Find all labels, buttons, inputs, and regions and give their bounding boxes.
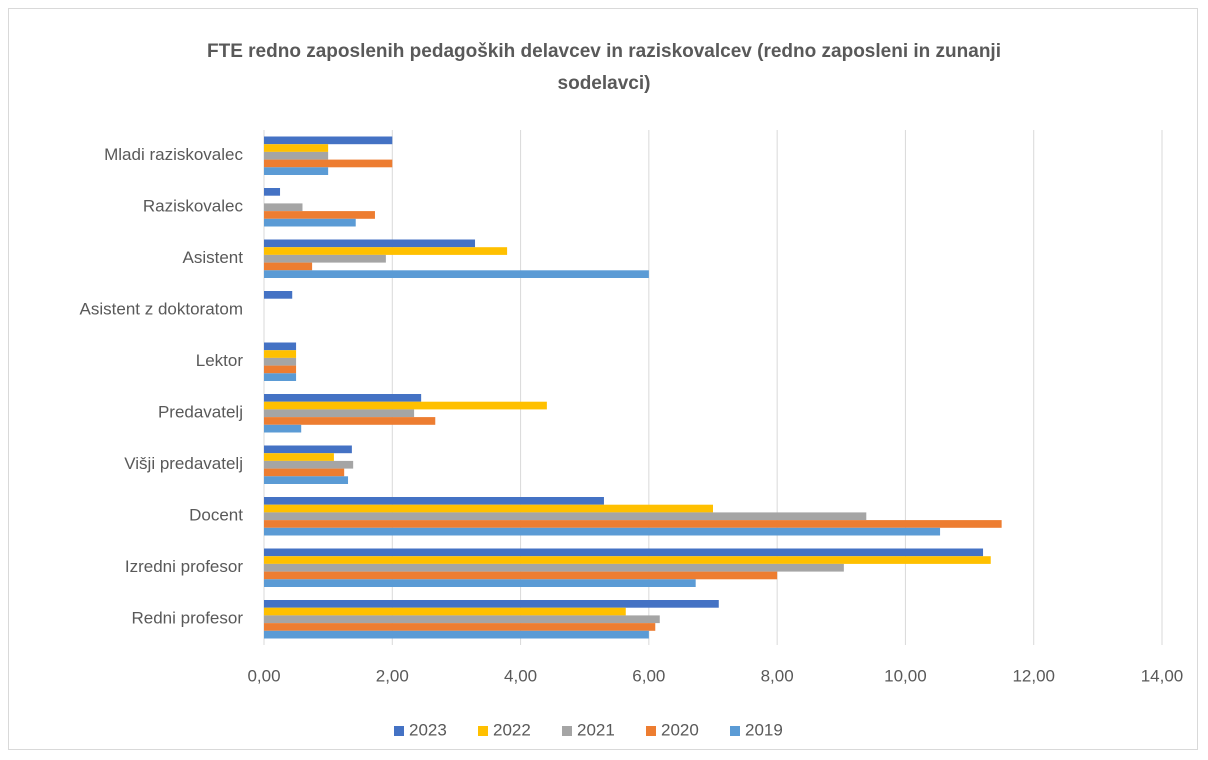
bar: [264, 357, 297, 366]
x-tick-label: 8,00: [761, 666, 794, 685]
bar: [264, 211, 375, 219]
bar: [264, 203, 303, 212]
bar: [264, 350, 297, 358]
legend-swatch: [730, 726, 740, 736]
bar: [264, 445, 352, 454]
bar: [264, 365, 297, 374]
bar: [264, 247, 508, 255]
y-tick-label: Izredni profesor: [125, 557, 243, 576]
bar: [264, 188, 281, 196]
bar: [264, 476, 349, 484]
y-tick-label: Lektor: [196, 351, 244, 370]
chart-title: FTE redno zaposlenih pedagoških delavcev…: [207, 41, 1001, 94]
bar: [264, 468, 345, 477]
x-tick-label: 12,00: [1012, 666, 1055, 685]
bar: [264, 409, 415, 418]
y-tick-label: Redni profesor: [131, 609, 243, 628]
bar: [264, 291, 293, 299]
y-tick-label: Višji predavatelj: [124, 454, 243, 473]
legend-label: 2022: [493, 720, 531, 739]
bar: [264, 520, 1002, 528]
x-tick-label: 4,00: [504, 666, 537, 685]
bar: [264, 556, 991, 564]
bar: [264, 218, 356, 227]
bar: [264, 417, 436, 425]
x-tick-label: 14,00: [1141, 666, 1184, 685]
chart-frame: [8, 8, 1198, 750]
bar: [264, 262, 313, 271]
bar: [264, 615, 660, 624]
legend-swatch: [478, 726, 488, 736]
bar: [264, 527, 941, 536]
bar: [264, 373, 297, 381]
x-tick-label: 6,00: [632, 666, 665, 685]
bar: [264, 563, 844, 572]
bar: [264, 600, 719, 608]
bar: [264, 460, 354, 469]
bar: [264, 270, 649, 278]
bar: [264, 167, 329, 175]
y-tick-label: Raziskovalec: [143, 197, 244, 216]
bar: [264, 144, 329, 152]
bar: [264, 623, 656, 631]
bar: [264, 497, 604, 505]
bar: [264, 401, 547, 410]
bar: [264, 579, 696, 587]
legend-label: 2019: [745, 720, 783, 739]
bar: [264, 607, 626, 616]
bar: [264, 571, 778, 580]
bar: [264, 136, 393, 145]
bar: [264, 254, 386, 263]
y-tick-label: Predavatelj: [158, 403, 243, 422]
y-tick-label: Asistent: [183, 248, 244, 267]
legend-label: 2023: [409, 720, 447, 739]
y-tick-label: Asistent z doktoratom: [80, 300, 243, 319]
bar: [264, 504, 713, 513]
y-tick-label: Docent: [189, 506, 243, 525]
legend-label: 2021: [577, 720, 615, 739]
bar: [264, 159, 393, 168]
bar: [264, 239, 476, 248]
bar: [264, 424, 302, 433]
legend-swatch: [646, 726, 656, 736]
legend-label: 2020: [661, 720, 699, 739]
bar: [264, 630, 649, 639]
x-tick-label: 0,00: [247, 666, 280, 685]
bar: [264, 548, 984, 557]
x-tick-label: 10,00: [884, 666, 927, 685]
legend-swatch: [394, 726, 404, 736]
bar: [264, 394, 422, 402]
y-tick-label: Mladi raziskovalec: [104, 145, 243, 164]
bar: [264, 151, 329, 160]
x-tick-label: 2,00: [376, 666, 409, 685]
bar: [264, 512, 867, 521]
bar: [264, 342, 297, 351]
bar: [264, 453, 334, 461]
legend-swatch: [562, 726, 572, 736]
